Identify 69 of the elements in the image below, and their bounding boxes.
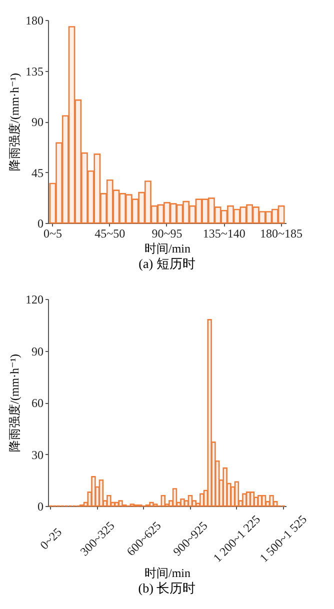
bar — [125, 194, 132, 224]
bar — [182, 200, 190, 224]
bar — [94, 154, 101, 224]
bar — [119, 193, 126, 224]
bar — [56, 142, 62, 224]
bar — [278, 205, 285, 224]
bar — [118, 500, 123, 507]
bar — [211, 442, 216, 507]
y-tick-label: 60 — [32, 396, 44, 410]
bar — [233, 208, 240, 224]
x-tick-label: 45~50 — [94, 226, 126, 240]
bar — [138, 192, 146, 224]
x-axis-title: 时间/min — [144, 566, 191, 580]
bar — [202, 198, 209, 224]
bar — [98, 479, 104, 507]
bar — [100, 193, 107, 224]
x-tick-label: 90~95 — [152, 226, 182, 240]
y-tick-label: 135 — [26, 64, 44, 78]
bar — [164, 202, 170, 224]
bar — [62, 115, 69, 224]
bar — [222, 467, 228, 507]
bar — [91, 476, 96, 507]
bar — [252, 206, 260, 224]
bar — [172, 488, 178, 507]
y-axis-title: 降雨强度/(mm·h⁻¹) — [8, 354, 22, 452]
bar — [192, 500, 196, 507]
text: (b) 长历时 — [138, 580, 196, 596]
y-tick-label: 180 — [26, 14, 44, 28]
bar — [273, 501, 278, 507]
bar — [220, 210, 228, 224]
x-tick-label: 135~140 — [202, 226, 246, 240]
bar — [157, 204, 164, 224]
bar — [106, 179, 114, 224]
y-tick-label: 90 — [32, 344, 44, 358]
bar — [227, 205, 234, 224]
x-tick-label: 180~185 — [260, 226, 303, 240]
y-tick-label: 0 — [38, 216, 44, 230]
bar — [265, 211, 272, 224]
x-tick-label: 0~5 — [43, 226, 62, 240]
y-tick-label: 45 — [32, 166, 44, 180]
bar — [68, 26, 76, 224]
bar — [261, 495, 266, 507]
y-tick-label: 90 — [32, 115, 44, 129]
bar — [184, 500, 189, 507]
bar — [272, 208, 278, 224]
bar — [246, 204, 253, 224]
bar — [106, 495, 112, 507]
bar — [207, 319, 212, 507]
bar — [188, 205, 196, 224]
y-tick-label: 120 — [26, 292, 44, 306]
bar — [168, 500, 174, 507]
bar — [208, 198, 215, 224]
bar — [170, 203, 177, 224]
bar — [234, 481, 240, 507]
bar — [149, 502, 154, 507]
bar — [214, 460, 220, 507]
bar — [269, 495, 274, 507]
y-axis-title: 降雨强度/(mm·h⁻¹) — [8, 73, 22, 171]
bar — [160, 495, 166, 507]
bar — [81, 152, 88, 224]
y-tick-label: 30 — [32, 448, 44, 462]
bar — [180, 498, 185, 507]
x-axis-title: 时间/min — [144, 242, 191, 256]
bar — [74, 99, 82, 224]
bar — [238, 500, 243, 507]
bar — [102, 500, 108, 507]
y-tick-label: 0 — [38, 500, 44, 514]
bar — [144, 180, 152, 224]
text: (a) 短历时 — [138, 256, 196, 271]
